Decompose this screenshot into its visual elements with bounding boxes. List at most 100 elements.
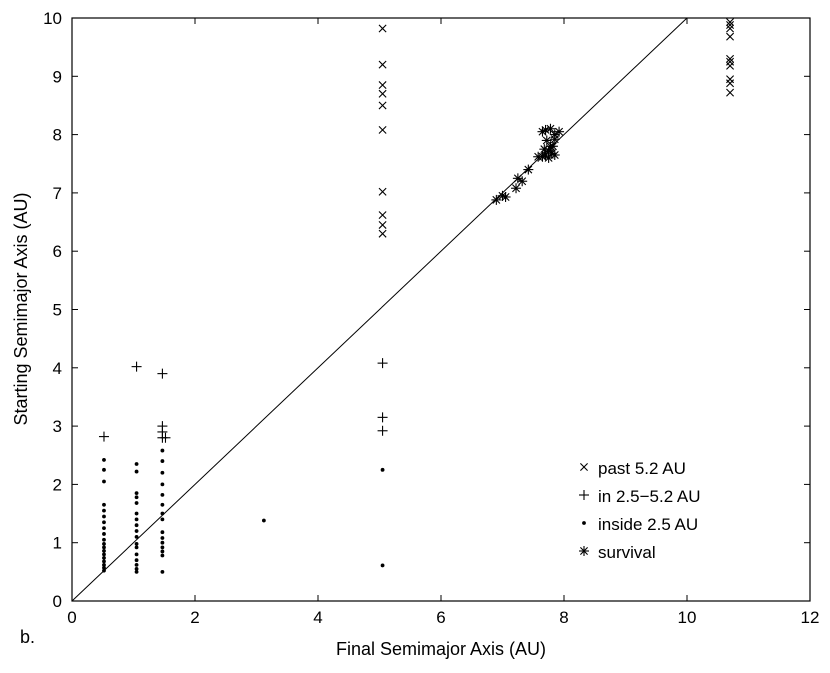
data-point-inside <box>102 526 106 531</box>
data-point-inside <box>102 532 106 536</box>
data-point-inside <box>160 536 165 540</box>
data-point-inside <box>102 559 106 564</box>
x-axis-label: Final Semimajor Axis (AU) <box>336 639 546 659</box>
data-point-inside <box>134 545 139 550</box>
data-point-inside <box>134 569 139 574</box>
data-point-past <box>726 54 735 63</box>
data-point-past <box>378 81 387 90</box>
data-point-inside <box>102 545 106 550</box>
data-point-inside <box>134 491 139 496</box>
data-point-inside <box>102 479 106 484</box>
data-point-inside <box>102 520 106 525</box>
y-axis-label: Starting Semimajor Axis (AU) <box>11 192 31 425</box>
data-point-inside <box>160 492 165 497</box>
data-point-past <box>378 211 387 220</box>
data-point-inside <box>134 462 139 466</box>
data-point-inside <box>160 448 165 453</box>
data-point-mid <box>157 368 168 379</box>
data-point-inside <box>102 541 106 546</box>
y-tick-label: 5 <box>53 301 62 320</box>
data-point-survival <box>523 164 534 175</box>
data-point-inside <box>102 458 106 462</box>
data-point-inside <box>134 517 139 522</box>
data-point-inside <box>102 548 106 553</box>
x-tick-label: 8 <box>559 608 568 627</box>
data-point-past <box>378 220 387 229</box>
data-point-inside <box>134 469 139 474</box>
data-point-inside <box>102 502 106 507</box>
y-tick-label: 7 <box>53 184 62 203</box>
data-point-mid <box>377 358 388 369</box>
data-point-mid <box>377 412 388 423</box>
y-tick-label: 10 <box>43 9 62 28</box>
data-point-past <box>378 101 387 110</box>
legend: past 5.2 AU in 2.5−5.2 AU inside 2.5 AU sur… <box>579 459 701 562</box>
data-point-inside <box>134 501 139 505</box>
legend-marker-1 <box>579 490 589 500</box>
data-point-past <box>726 79 735 88</box>
legend-marker-0 <box>580 463 588 471</box>
legend-label: survival <box>598 543 656 562</box>
data-point-survival <box>537 126 548 137</box>
data-point-inside <box>102 514 106 519</box>
data-point-inside <box>102 467 106 472</box>
data-point-past <box>378 125 387 134</box>
data-point-mid <box>131 361 142 372</box>
x-tick-label: 10 <box>678 608 697 627</box>
data-point-survival <box>491 194 502 205</box>
data-point-past <box>726 21 735 29</box>
data-point-past <box>378 229 387 238</box>
x-tick-label: 4 <box>313 608 322 627</box>
legend-marker-2 <box>582 521 586 525</box>
data-point-survival <box>511 183 522 194</box>
data-point-inside <box>261 518 266 523</box>
data-point-inside <box>102 537 106 542</box>
data-point-survival <box>554 126 565 137</box>
data-point-inside <box>102 508 106 513</box>
data-point-past <box>726 24 735 33</box>
y-tick-label: 2 <box>53 475 62 494</box>
x-tick-label: 0 <box>67 608 76 627</box>
data-point-inside <box>102 555 106 560</box>
legend-label: past 5.2 AU <box>598 459 686 478</box>
data-point-survival <box>543 152 554 163</box>
data-point-inside <box>160 545 165 550</box>
data-point-inside <box>160 569 165 574</box>
y-tick-label: 6 <box>53 242 62 261</box>
data-point-inside <box>160 553 165 558</box>
data-point-past <box>726 32 735 41</box>
data-point-inside <box>160 470 165 475</box>
x-tick-label: 2 <box>190 608 199 627</box>
x-tick-label: 12 <box>801 608 820 627</box>
data-point-survival <box>547 141 558 152</box>
data-point-inside <box>160 482 165 487</box>
reference-line-y-equals-x <box>71 17 688 602</box>
legend-label: inside 2.5 AU <box>598 515 698 534</box>
y-tick-label: 3 <box>53 417 62 436</box>
data-point-inside <box>380 563 385 568</box>
y-tick-label: 0 <box>53 592 62 611</box>
data-point-past <box>726 61 735 70</box>
data-point-inside <box>134 534 139 539</box>
data-point-inside <box>160 459 165 463</box>
data-point-past <box>378 187 387 196</box>
legend-label: in 2.5−5.2 AU <box>598 487 701 506</box>
y-tick-label: 9 <box>53 67 62 86</box>
data-point-inside <box>102 552 106 557</box>
x-tick-label: 6 <box>436 608 445 627</box>
data-point-inside <box>134 529 139 533</box>
data-point-inside <box>134 495 139 500</box>
data-point-inside <box>134 567 139 571</box>
data-point-inside <box>160 511 165 516</box>
y-tick-label: 8 <box>53 126 62 145</box>
data-point-survival <box>500 191 511 202</box>
legend-marker-3 <box>579 546 589 556</box>
data-point-inside <box>102 565 106 570</box>
data-point-survival <box>517 176 528 187</box>
plot-area <box>71 17 811 602</box>
data-point-inside <box>102 562 106 567</box>
data-point-past <box>726 88 735 97</box>
data-point-inside <box>160 540 165 545</box>
data-point-inside <box>160 549 165 554</box>
